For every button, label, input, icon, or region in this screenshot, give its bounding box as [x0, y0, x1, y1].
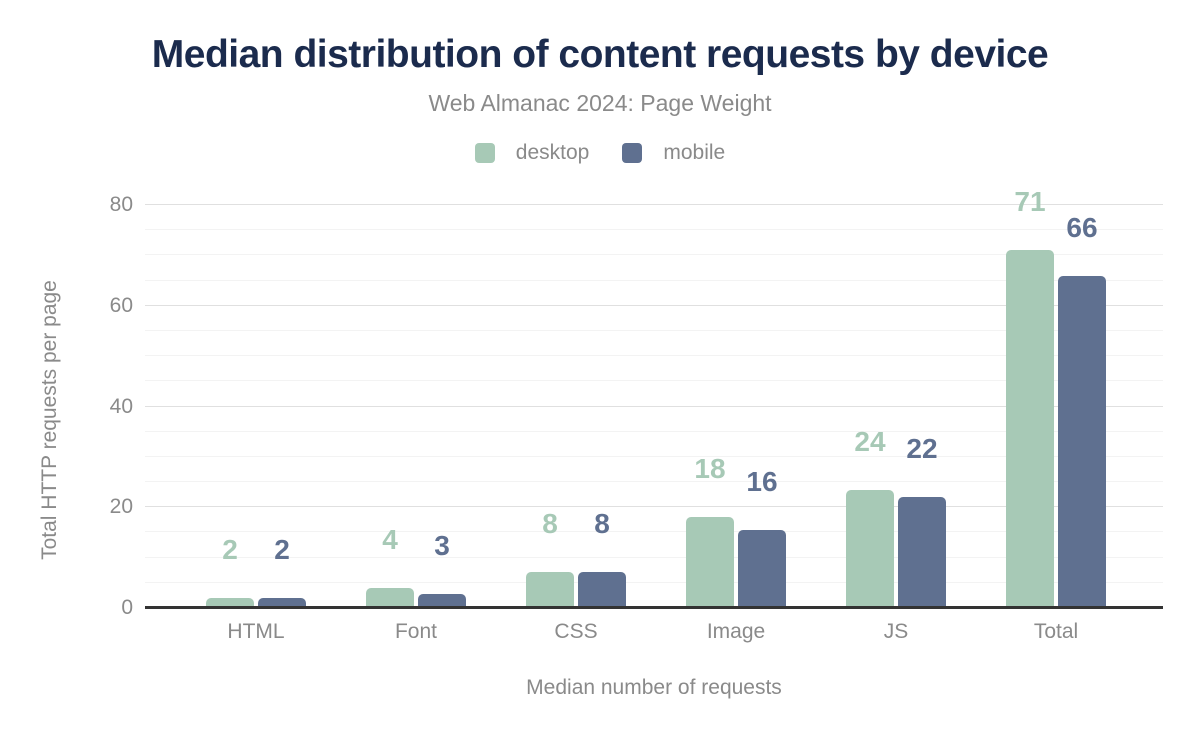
bar-value-mobile-css: 8: [594, 507, 610, 539]
bar-value-mobile-image: 16: [746, 465, 778, 497]
x-category-label-css: CSS: [554, 620, 598, 643]
bar-desktop-css: [526, 571, 574, 608]
y-tick-label-20: 20: [109, 495, 133, 519]
gridline-55: [145, 329, 1163, 331]
y-tick-label-40: 40: [109, 394, 133, 418]
legend: desktop mobile: [0, 142, 1200, 163]
bar-desktop-total: [1006, 250, 1054, 608]
gridline-80: [145, 204, 1163, 205]
x-category-label-js: JS: [883, 620, 909, 643]
x-category-label-image: Image: [706, 620, 766, 643]
bar-mobile-css: [578, 571, 626, 608]
bar-value-desktop-css: 8: [542, 507, 558, 539]
gridline-20: [145, 506, 1163, 508]
gridline-75: [145, 229, 1163, 231]
x-axis-title: Median number of requests: [526, 676, 782, 699]
legend-item-desktop: desktop: [474, 141, 590, 164]
bar-desktop-image: [686, 517, 734, 608]
legend-label-mobile: mobile: [663, 141, 726, 164]
y-axis-title: Total HTTP requests per page: [38, 280, 61, 560]
plot-area: Median number of requests 0 20 40 60 80 2 2 HTM…: [110, 188, 1163, 699]
gridline-15: [145, 531, 1163, 533]
gridline-50: [145, 355, 1163, 357]
bar-mobile-html: [258, 597, 306, 608]
bar-value-mobile-html: 2: [274, 533, 290, 565]
bar-value-desktop-js: 24: [854, 425, 886, 457]
gridline-5: [145, 581, 1163, 583]
gridline-70: [145, 254, 1163, 256]
legend-swatch-mobile: [622, 142, 643, 163]
x-category-label-html: HTML: [227, 620, 285, 643]
bar-value-mobile-total: 66: [1066, 211, 1098, 243]
legend-label-desktop: desktop: [515, 141, 590, 164]
bar-mobile-font: [418, 593, 466, 608]
bar-value-desktop-total: 71: [1014, 186, 1046, 218]
y-tick-label-60: 60: [109, 293, 133, 317]
gridline-35: [145, 430, 1163, 432]
bar-value-mobile-font: 3: [434, 529, 450, 561]
legend-item-mobile: mobile: [622, 142, 725, 163]
y-tick-label-0: 0: [121, 596, 133, 619]
gridline-60: [145, 304, 1163, 306]
gridline-65: [145, 279, 1163, 281]
bar-mobile-js: [898, 497, 946, 608]
bar-value-desktop-font: 4: [382, 523, 398, 555]
bar-mobile-image: [738, 529, 786, 608]
gridline-10: [145, 556, 1163, 558]
x-category-label-font: Font: [394, 620, 438, 643]
bar-mobile-total: [1058, 275, 1106, 608]
bar-desktop-font: [366, 587, 414, 608]
bar-value-desktop-html: 2: [222, 533, 238, 565]
gridline-30: [145, 455, 1163, 457]
bar-value-mobile-js: 22: [906, 433, 938, 465]
chart-subtitle: Web Almanac 2024: Page Weight: [428, 90, 772, 116]
legend-swatch-desktop: [474, 142, 495, 163]
bar-desktop-js: [846, 489, 894, 608]
y-tick-label-80: 80: [109, 193, 133, 216]
x-axis-line: [145, 606, 1163, 609]
chart-title: Median distribution of content requests …: [151, 33, 1049, 76]
gridline-45: [145, 380, 1163, 382]
gridline-40: [145, 405, 1163, 407]
bar-value-desktop-image: 18: [694, 453, 726, 485]
x-category-label-total: Total: [1033, 620, 1079, 643]
gridline-25: [145, 481, 1163, 483]
bar-desktop-html: [206, 597, 254, 608]
